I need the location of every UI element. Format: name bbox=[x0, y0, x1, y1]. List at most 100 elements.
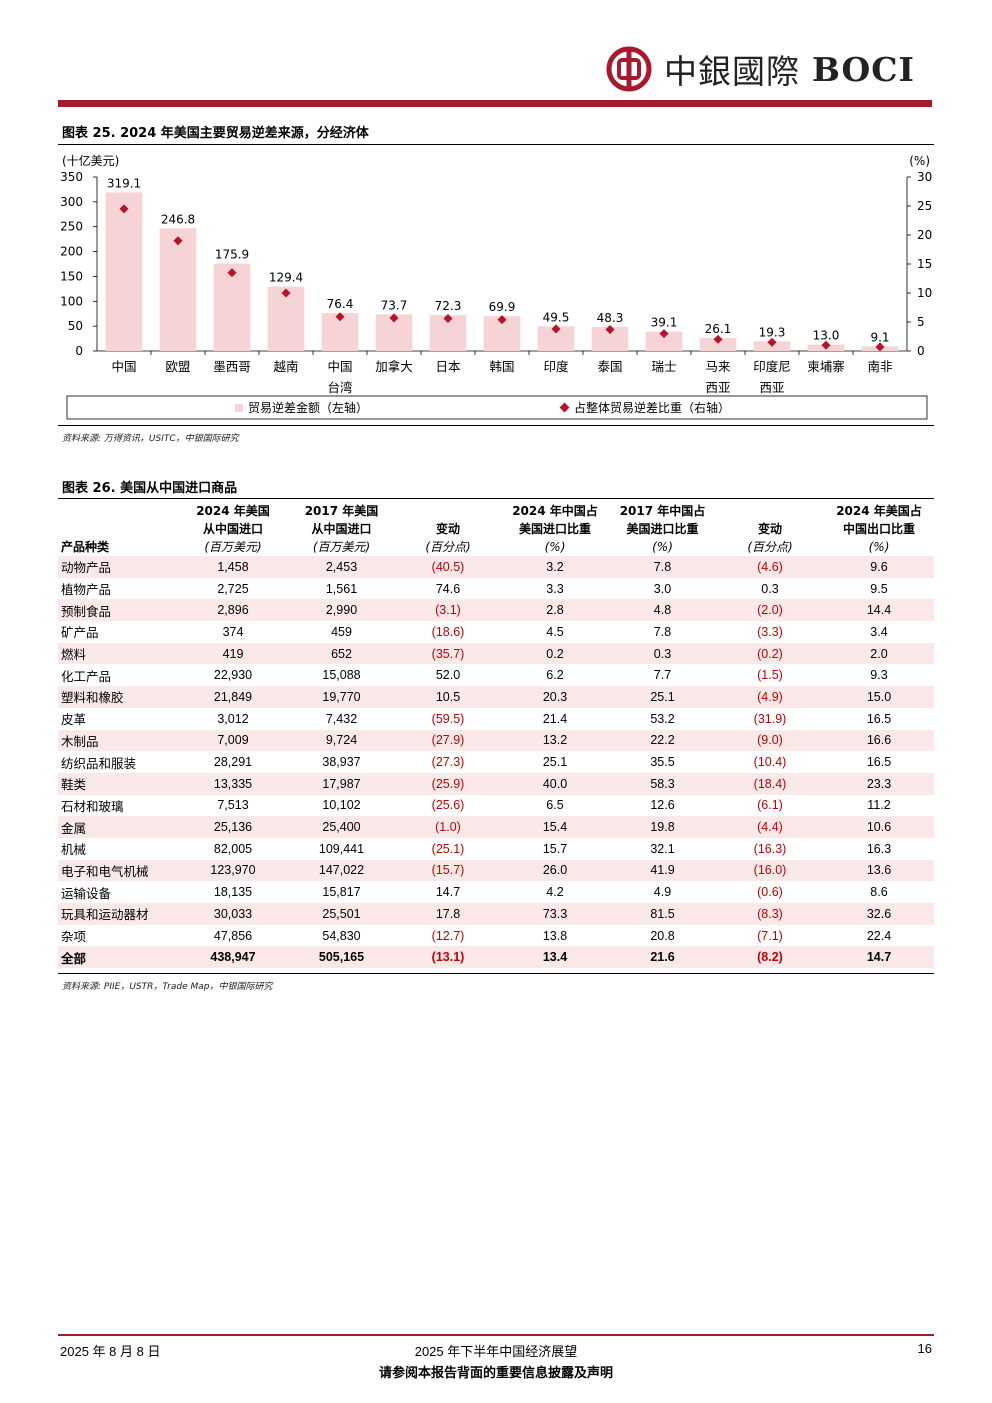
table-cell: (0.2) bbox=[716, 642, 824, 665]
right-tick-label: 5 bbox=[917, 315, 925, 329]
table-cell: (4.4) bbox=[716, 816, 824, 838]
table-header-cell: 变动 bbox=[435, 522, 460, 536]
bar-0 bbox=[105, 192, 143, 351]
bar-value-label: 69.9 bbox=[489, 300, 516, 314]
table-header-cell: 变动 bbox=[757, 522, 782, 536]
footer-disclaimer: 请参阅本报告背面的重要信息披露及声明 bbox=[378, 1365, 613, 1380]
table-cell: (25.9) bbox=[395, 772, 501, 795]
table-cell: (25.6) bbox=[431, 798, 465, 813]
table-cell: 22.4 bbox=[866, 928, 892, 943]
bar-11 bbox=[699, 338, 737, 351]
right-tick-label: 15 bbox=[917, 257, 932, 271]
footer-rule bbox=[58, 1334, 934, 1336]
table-row: 杂项 47,856 54,830 (12.7) 13.8 20.8 (7.1) 22.4 bbox=[58, 925, 934, 947]
table-cell: 石材和玻璃 bbox=[61, 798, 124, 814]
bar-value-label: 26.1 bbox=[705, 322, 732, 336]
table-cell: 123,970 bbox=[178, 859, 288, 882]
table-cell: 25,136 bbox=[178, 816, 288, 838]
legend-bar-label: 贸易逆差金额（左轴） bbox=[248, 400, 368, 415]
category-label: 印度尼 bbox=[753, 359, 791, 374]
table-cell: 2,725 bbox=[217, 581, 249, 596]
table-cell: 9.6 bbox=[824, 556, 934, 578]
bar-value-label: 76.4 bbox=[327, 297, 354, 311]
table-cell: 25,501 bbox=[288, 903, 395, 925]
bar-value-label: 73.7 bbox=[381, 298, 408, 312]
table-cell: (6.1) bbox=[757, 798, 783, 813]
table-cell: 41.9 bbox=[609, 859, 716, 882]
table-cell: 预制食品 bbox=[58, 599, 178, 622]
table-cell: 13.2 bbox=[501, 729, 609, 752]
category-label: 柬埔寨 bbox=[807, 359, 845, 374]
table-header-cell: 产品种类 bbox=[61, 540, 110, 554]
logo-english-text: BOCI bbox=[812, 49, 915, 89]
table-cell: 38,937 bbox=[322, 755, 361, 770]
table-cell: 18,135 bbox=[213, 885, 253, 900]
table-row: 皮革 3,012 7,432 (59.5) 21.4 53.2 (31.9) 16.5 bbox=[58, 708, 934, 730]
category-label: 南非 bbox=[867, 359, 892, 374]
table-cell: 9.3 bbox=[870, 668, 888, 683]
table-cell: 7.8 bbox=[653, 624, 672, 639]
legend-dot-swatch bbox=[559, 402, 570, 413]
table-cell: 植物产品 bbox=[61, 582, 112, 598]
table-cell: (12.7) bbox=[431, 928, 465, 943]
table-cell: 纺织品和服装 bbox=[61, 755, 137, 771]
bar-value-label: 49.5 bbox=[543, 310, 570, 324]
table-cell: 11.2 bbox=[867, 798, 891, 813]
table-cell: (2.0) bbox=[716, 599, 824, 622]
table-cell: 3.2 bbox=[501, 556, 609, 578]
legend-bar-swatch bbox=[235, 404, 243, 412]
table-cell: 19,770 bbox=[288, 686, 395, 708]
table-row: 电子和电气机械 123,970 147,022 (15.7) 26.0 41.9 (16.0… bbox=[58, 859, 934, 882]
table-cell: 21.6 bbox=[609, 946, 716, 969]
category-label: 印度 bbox=[543, 359, 569, 374]
table-cell: 塑料和橡胶 bbox=[58, 686, 178, 708]
bar-value-label: 319.1 bbox=[107, 176, 141, 190]
footer-report-title: 2025 年下半年中国经济展望 bbox=[414, 1344, 578, 1359]
table-cell: 52.0 bbox=[435, 668, 461, 683]
table-cell: (18.6) bbox=[431, 624, 465, 639]
category-label: 加拿大 bbox=[375, 359, 413, 374]
table-cell: 电子和电气机械 bbox=[58, 859, 178, 882]
left-tick-label: 200 bbox=[60, 245, 83, 259]
left-tick-label: 50 bbox=[68, 319, 83, 333]
bar-value-label: 246.8 bbox=[161, 212, 195, 226]
table-cell: 58.3 bbox=[609, 772, 716, 795]
table-cell: 13.6 bbox=[824, 859, 934, 882]
table-cell: 505,165 bbox=[288, 946, 395, 969]
share-point-7 bbox=[497, 315, 507, 325]
figure25-title: 图表 25. 2024 年美国主要贸易逆差来源，分经济体 bbox=[62, 126, 369, 141]
table-cell: 15,088 bbox=[322, 668, 361, 683]
table-row: 塑料和橡胶 21,849 19,770 10.5 20.3 25.1 (4.9) 15.0 bbox=[58, 686, 934, 708]
table-cell: 16.6 bbox=[824, 729, 934, 752]
table-cell: 30,033 bbox=[178, 903, 288, 925]
table-cell: (1.0) bbox=[395, 816, 501, 838]
table-cell: 9.5 bbox=[870, 581, 888, 596]
left-tick-label: 0 bbox=[75, 344, 83, 358]
category-label: 越南 bbox=[273, 359, 298, 374]
table-row: 化工产品 22,930 15,088 52.0 6.2 7.7 (1.5) 9.3 bbox=[58, 664, 934, 686]
table-cell: (0.6) bbox=[757, 885, 783, 900]
share-point-4 bbox=[335, 312, 345, 322]
table-cell: 26.0 bbox=[501, 859, 609, 882]
table-cell: 3.4 bbox=[870, 624, 888, 639]
figure25-chart: (十亿美元) (%) 0 50 100 150 200 250 300 350 0 5 10 15 20… bbox=[60, 153, 932, 420]
table-header-cell: 美国进口比重 bbox=[518, 522, 591, 536]
table-cell: 17.8 bbox=[395, 903, 501, 925]
table-cell: 全部 bbox=[58, 946, 178, 969]
category-label: 台湾 bbox=[327, 380, 352, 395]
table-header-cell: (百分点) bbox=[425, 540, 471, 554]
table-cell: (9.0) bbox=[716, 729, 824, 752]
table-cell: 7.8 bbox=[609, 556, 716, 578]
table-cell: 20.8 bbox=[650, 928, 675, 943]
table-row: 木制品 7,009 9,724 (27.9) 13.2 22.2 (9.0) 16.6 bbox=[58, 729, 934, 752]
left-tick-label: 150 bbox=[60, 269, 83, 283]
right-tick-label: 10 bbox=[917, 286, 932, 300]
table-row: 石材和玻璃 7,513 10,102 (25.6) 6.5 12.6 (6.1) 11.2 bbox=[58, 795, 934, 817]
header-rule bbox=[58, 100, 932, 107]
table-cell: 0.3 bbox=[761, 581, 779, 596]
table-cell: (18.4) bbox=[716, 772, 824, 795]
table-cell: 81.5 bbox=[609, 903, 716, 925]
table-cell: 438,947 bbox=[178, 946, 288, 969]
table-cell: 运输设备 bbox=[61, 885, 112, 901]
table-cell: (4.9) bbox=[716, 686, 824, 708]
